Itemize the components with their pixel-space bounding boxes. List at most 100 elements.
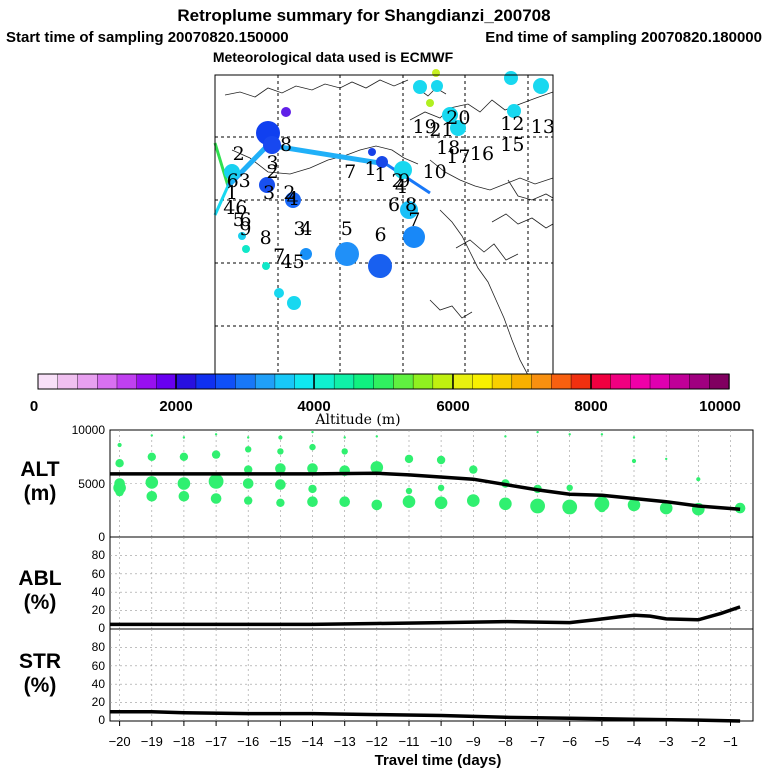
str-line	[110, 710, 741, 723]
plume-day-label: 5	[341, 218, 353, 240]
alt-scatter-point	[343, 436, 346, 439]
colorbar-tick-label: 8000	[574, 398, 607, 415]
colorbar-tick-label: 2000	[159, 398, 192, 415]
plume-day-label: 7	[273, 245, 285, 267]
plume-day-label: 6	[375, 224, 387, 246]
plume-day-label: 10	[423, 161, 447, 183]
colorbar-tick-label: 10000	[699, 398, 741, 415]
str-label: STR	[19, 650, 61, 673]
colorbar-tick-label: 4000	[297, 398, 330, 415]
plume-day-label: 16	[470, 143, 494, 165]
abl-y-tick: 40	[92, 585, 106, 599]
colorbar-cell	[472, 373, 493, 390]
alt-scatter-point	[469, 465, 478, 474]
plume-circle	[281, 107, 291, 117]
plume-day-label: 3	[263, 182, 275, 204]
alt-scatter-point	[150, 434, 153, 437]
plume-day-label: 3	[293, 218, 305, 240]
abl-y-tick: 80	[92, 548, 106, 562]
alt-scatter-point	[375, 435, 378, 438]
alt-scatter-point	[247, 436, 250, 439]
alt-scatter-point	[405, 487, 413, 495]
colorbar-cell	[97, 373, 118, 390]
x-tick-label: −14	[301, 734, 323, 749]
plume-day-label: 1	[226, 182, 238, 204]
alt-median-line	[110, 471, 741, 511]
alt-scatter-point	[309, 443, 316, 451]
plume-day-label: 2	[233, 143, 245, 165]
alt-scatter-points	[113, 430, 746, 516]
abl-y-tick: 60	[92, 567, 106, 581]
x-tick-label: −15	[269, 734, 291, 749]
plume-day-label: 17	[446, 146, 470, 168]
alt-scatter-point	[530, 498, 545, 514]
colorbar-tick-label: 6000	[436, 398, 469, 415]
x-tick-label: −7	[530, 734, 545, 749]
colorbar-cell	[175, 373, 197, 390]
plume-circle	[274, 288, 284, 298]
str-y-tick: 20	[92, 695, 106, 709]
alt-scatter-point	[277, 448, 284, 455]
alt-scatter-point	[278, 435, 283, 440]
alt-scatter-point	[311, 430, 314, 434]
plume-day-label: 1	[364, 158, 376, 180]
colorbar-cell	[531, 373, 553, 390]
colorbar-cell	[294, 373, 316, 390]
x-tick-label: −13	[334, 734, 356, 749]
colorbar-cell	[393, 373, 414, 390]
alt-scatter-point	[562, 499, 578, 515]
plume-circle	[504, 71, 518, 85]
colorbar-cell	[254, 373, 276, 390]
colorbar-cell	[709, 373, 730, 390]
x-tick-label: −8	[498, 734, 513, 749]
alt-label: ALT	[20, 458, 59, 481]
plume-day-label: 45	[281, 251, 305, 273]
colorbar-cell	[353, 373, 375, 390]
plume-centroids	[224, 69, 549, 310]
colorbar-cells	[37, 373, 730, 390]
alt-scatter-point	[402, 495, 416, 509]
alt-y-tick: 10000	[72, 423, 106, 437]
str-panel: STR (%) 80 60 40 20 0	[19, 628, 754, 727]
plume-day-label: 3	[266, 152, 278, 174]
end-time-label: End time of sampling 20070820.180000	[485, 29, 762, 46]
colorbar-cell	[570, 373, 592, 390]
alt-y-tick: 5000	[78, 477, 105, 491]
alt-scatter-point	[244, 465, 253, 474]
plume-day-label: 7	[408, 209, 420, 231]
alt-scatter-point	[115, 459, 124, 468]
colorbar-cell	[649, 373, 671, 390]
plume-circle	[431, 80, 443, 92]
plume-day-label: 13	[531, 116, 555, 138]
x-tick-label: −10	[430, 734, 452, 749]
alt-scatter-point	[341, 448, 348, 455]
plume-day-label: 4	[395, 176, 407, 198]
plume-day-label: 8	[405, 194, 417, 216]
colorbar-cell	[432, 373, 454, 390]
str-y-tick: 60	[92, 659, 106, 673]
plume-circle	[376, 156, 388, 168]
alt-scatter-point	[146, 491, 158, 502]
plume-circle	[259, 177, 275, 193]
str-unit: (%)	[24, 674, 57, 697]
colorbar-cell	[412, 373, 434, 390]
plume-day-label: 5	[233, 209, 245, 231]
plume-circle	[224, 164, 240, 180]
alt-scatter-point	[467, 494, 480, 507]
alt-scatter-point	[145, 476, 159, 489]
abl-line	[110, 605, 741, 627]
colorbar-title: Altitude (m)	[314, 412, 400, 428]
plume-circle	[263, 136, 281, 154]
x-tick-label: −2	[691, 734, 706, 749]
plume-circle	[368, 148, 376, 156]
alt-scatter-point	[371, 499, 383, 511]
colorbar-cell	[136, 373, 158, 390]
x-tick-label: −16	[237, 734, 259, 749]
alt-gridlines	[110, 430, 753, 537]
alt-scatter-point	[210, 493, 222, 504]
x-tick-label: −19	[141, 734, 163, 749]
plume-circle	[533, 78, 549, 94]
altitude-colorbar: 0 2000 4000 6000 8000 10000 Altitude (m)	[30, 373, 741, 428]
colorbar-cell	[215, 373, 237, 390]
